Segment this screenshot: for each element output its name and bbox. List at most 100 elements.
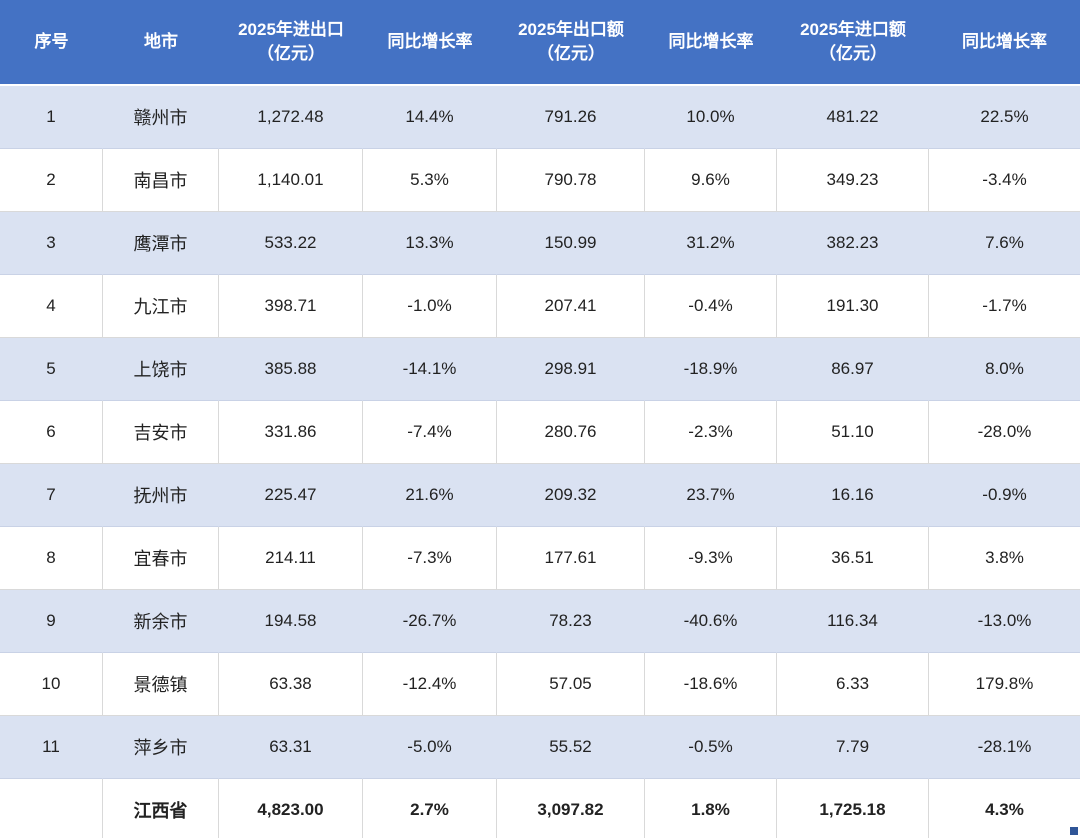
cell-yoy-growth[interactable]: -2.3%	[645, 401, 777, 464]
cell-serial-number[interactable]: 2	[0, 149, 103, 212]
cell-yoy-growth[interactable]: -0.4%	[645, 275, 777, 338]
cell-yoy-growth[interactable]: 31.2%	[645, 212, 777, 275]
cell-yoy-growth[interactable]: 4.3%	[929, 779, 1080, 838]
cell-city[interactable]: 萍乡市	[103, 716, 219, 779]
cell-city[interactable]: 新余市	[103, 590, 219, 653]
cell-import-export-total[interactable]: 214.11	[219, 527, 363, 590]
header-city[interactable]: 地市	[103, 0, 219, 86]
cell-serial-number[interactable]: 9	[0, 590, 103, 653]
cell-import-export-total[interactable]: 385.88	[219, 338, 363, 401]
cell-export-amount[interactable]: 790.78	[497, 149, 645, 212]
cell-yoy-growth[interactable]: 179.8%	[929, 653, 1080, 716]
cell-serial-number[interactable]	[0, 779, 103, 838]
cell-yoy-growth[interactable]: 7.6%	[929, 212, 1080, 275]
cell-import-amount[interactable]: 7.79	[777, 716, 929, 779]
cell-import-export-total[interactable]: 194.58	[219, 590, 363, 653]
cell-import-export-total[interactable]: 533.22	[219, 212, 363, 275]
cell-export-amount[interactable]: 280.76	[497, 401, 645, 464]
cell-import-amount[interactable]: 86.97	[777, 338, 929, 401]
cell-yoy-growth[interactable]: 23.7%	[645, 464, 777, 527]
cell-yoy-growth[interactable]: -9.3%	[645, 527, 777, 590]
cell-yoy-growth[interactable]: -7.3%	[363, 527, 497, 590]
cell-yoy-growth[interactable]: -18.9%	[645, 338, 777, 401]
cell-city[interactable]: 抚州市	[103, 464, 219, 527]
cell-export-amount[interactable]: 150.99	[497, 212, 645, 275]
cell-import-amount[interactable]: 382.23	[777, 212, 929, 275]
cell-yoy-growth[interactable]: 1.8%	[645, 779, 777, 838]
cell-yoy-growth[interactable]: 10.0%	[645, 86, 777, 149]
cell-serial-number[interactable]: 10	[0, 653, 103, 716]
cell-import-amount[interactable]: 1,725.18	[777, 779, 929, 838]
cell-import-export-total[interactable]: 225.47	[219, 464, 363, 527]
cell-yoy-growth[interactable]: 5.3%	[363, 149, 497, 212]
cell-import-export-total[interactable]: 1,272.48	[219, 86, 363, 149]
cell-import-amount[interactable]: 6.33	[777, 653, 929, 716]
header-export-amount[interactable]: 2025年出口额 （亿元）	[497, 0, 645, 86]
cell-export-amount[interactable]: 177.61	[497, 527, 645, 590]
fill-handle[interactable]	[1070, 827, 1078, 835]
cell-export-amount[interactable]: 55.52	[497, 716, 645, 779]
cell-import-export-total[interactable]: 398.71	[219, 275, 363, 338]
cell-import-amount[interactable]: 349.23	[777, 149, 929, 212]
cell-yoy-growth[interactable]: -28.0%	[929, 401, 1080, 464]
cell-city[interactable]: 南昌市	[103, 149, 219, 212]
cell-city[interactable]: 九江市	[103, 275, 219, 338]
header-yoy-growth-2[interactable]: 同比增长率	[645, 0, 777, 86]
cell-import-amount[interactable]: 481.22	[777, 86, 929, 149]
cell-import-amount[interactable]: 16.16	[777, 464, 929, 527]
cell-yoy-growth[interactable]: -1.0%	[363, 275, 497, 338]
cell-yoy-growth[interactable]: 21.6%	[363, 464, 497, 527]
cell-serial-number[interactable]: 1	[0, 86, 103, 149]
cell-serial-number[interactable]: 5	[0, 338, 103, 401]
cell-yoy-growth[interactable]: 2.7%	[363, 779, 497, 838]
cell-yoy-growth[interactable]: -1.7%	[929, 275, 1080, 338]
cell-yoy-growth[interactable]: -0.9%	[929, 464, 1080, 527]
cell-yoy-growth[interactable]: -13.0%	[929, 590, 1080, 653]
cell-city[interactable]: 鹰潭市	[103, 212, 219, 275]
cell-serial-number[interactable]: 3	[0, 212, 103, 275]
cell-yoy-growth[interactable]: -26.7%	[363, 590, 497, 653]
header-import-export-total[interactable]: 2025年进出口 （亿元）	[219, 0, 363, 86]
cell-yoy-growth[interactable]: 22.5%	[929, 86, 1080, 149]
cell-yoy-growth[interactable]: -3.4%	[929, 149, 1080, 212]
cell-city[interactable]: 景德镇	[103, 653, 219, 716]
cell-import-amount[interactable]: 191.30	[777, 275, 929, 338]
header-serial-number[interactable]: 序号	[0, 0, 103, 86]
cell-city[interactable]: 赣州市	[103, 86, 219, 149]
cell-yoy-growth[interactable]: -7.4%	[363, 401, 497, 464]
cell-serial-number[interactable]: 8	[0, 527, 103, 590]
cell-import-amount[interactable]: 116.34	[777, 590, 929, 653]
cell-city[interactable]: 宜春市	[103, 527, 219, 590]
cell-import-amount[interactable]: 51.10	[777, 401, 929, 464]
cell-serial-number[interactable]: 7	[0, 464, 103, 527]
header-import-amount[interactable]: 2025年进口额 （亿元）	[777, 0, 929, 86]
cell-yoy-growth[interactable]: 14.4%	[363, 86, 497, 149]
cell-export-amount[interactable]: 298.91	[497, 338, 645, 401]
cell-yoy-growth[interactable]: 13.3%	[363, 212, 497, 275]
cell-import-export-total[interactable]: 1,140.01	[219, 149, 363, 212]
cell-yoy-growth[interactable]: -0.5%	[645, 716, 777, 779]
cell-export-amount[interactable]: 209.32	[497, 464, 645, 527]
cell-export-amount[interactable]: 78.23	[497, 590, 645, 653]
cell-yoy-growth[interactable]: -12.4%	[363, 653, 497, 716]
cell-serial-number[interactable]: 11	[0, 716, 103, 779]
cell-serial-number[interactable]: 6	[0, 401, 103, 464]
cell-yoy-growth[interactable]: 8.0%	[929, 338, 1080, 401]
cell-import-export-total[interactable]: 63.38	[219, 653, 363, 716]
cell-yoy-growth[interactable]: 3.8%	[929, 527, 1080, 590]
cell-serial-number[interactable]: 4	[0, 275, 103, 338]
cell-import-export-total[interactable]: 63.31	[219, 716, 363, 779]
cell-export-amount[interactable]: 207.41	[497, 275, 645, 338]
cell-export-amount[interactable]: 3,097.82	[497, 779, 645, 838]
cell-yoy-growth[interactable]: -18.6%	[645, 653, 777, 716]
cell-city[interactable]: 上饶市	[103, 338, 219, 401]
header-yoy-growth-1[interactable]: 同比增长率	[363, 0, 497, 86]
cell-export-amount[interactable]: 57.05	[497, 653, 645, 716]
cell-yoy-growth[interactable]: -40.6%	[645, 590, 777, 653]
header-yoy-growth-3[interactable]: 同比增长率	[929, 0, 1080, 86]
cell-city[interactable]: 吉安市	[103, 401, 219, 464]
cell-yoy-growth[interactable]: -5.0%	[363, 716, 497, 779]
cell-yoy-growth[interactable]: -28.1%	[929, 716, 1080, 779]
cell-city[interactable]: 江西省	[103, 779, 219, 838]
cell-import-amount[interactable]: 36.51	[777, 527, 929, 590]
